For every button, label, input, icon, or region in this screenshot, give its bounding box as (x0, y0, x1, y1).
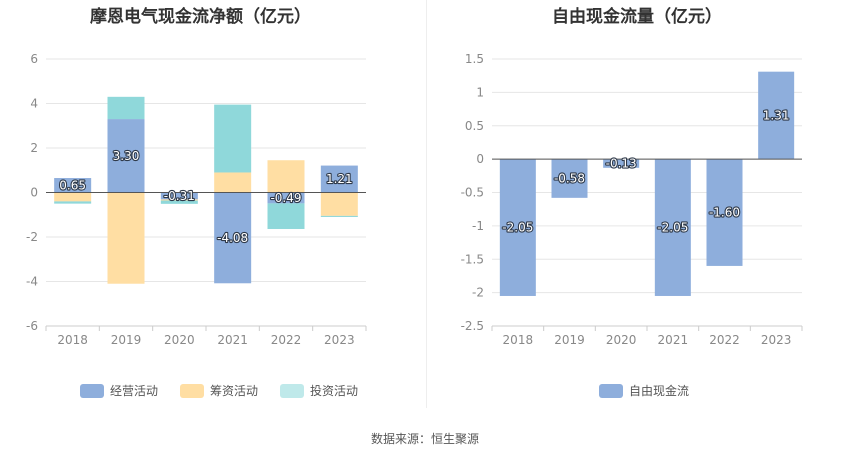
legend-swatch-investing (280, 383, 305, 398)
bar-自由现金流-2022 (706, 159, 743, 266)
bar-筹资活动-2022 (267, 160, 305, 193)
data-label: -2.05 (657, 221, 688, 235)
y-tick-label: -6 (26, 319, 38, 333)
legend-item-financing[interactable]: 筹资活动 (180, 382, 258, 399)
bar-自由现金流-2019 (551, 159, 588, 198)
bar-投资活动-2020 (160, 200, 198, 204)
data-label: -2.05 (502, 221, 533, 235)
legend-swatch-free-cash-flow (599, 383, 623, 398)
y-tick-label: 2 (30, 141, 38, 155)
y-tick-label: 1.5 (465, 52, 484, 66)
bar-投资活动-2018 (54, 201, 92, 204)
y-tick-label: 0 (30, 186, 38, 200)
x-tick-label-2021: 2021 (217, 333, 248, 347)
data-label: -0.58 (554, 171, 585, 185)
legend-left: 经营活动 筹资活动 投资活动 (80, 382, 358, 399)
x-tick-label-2023: 2023 (324, 333, 355, 347)
y-tick-label: -1 (472, 219, 484, 233)
x-tick-label-2020: 2020 (606, 333, 637, 347)
y-tick-label: 4 (30, 97, 38, 111)
y-tick-label: 0 (476, 152, 484, 166)
bar-经营活动-2020 (160, 192, 198, 200)
y-tick-label: 0.5 (465, 119, 484, 133)
y-tick-label: 6 (30, 52, 38, 66)
legend-label-operating: 经营活动 (110, 384, 159, 398)
data-label: -1.60 (709, 206, 740, 220)
data-label: -0.49 (270, 191, 301, 205)
x-tick-label-2022: 2022 (709, 333, 740, 347)
bar-自由现金流-2018 (499, 159, 536, 296)
bar-经营活动-2023 (320, 165, 358, 193)
x-tick-label-2019: 2019 (111, 333, 142, 347)
bar-经营活动-2019 (107, 119, 145, 193)
x-tick-label-2022: 2022 (271, 333, 302, 347)
data-label: 1.31 (763, 108, 790, 122)
bar-筹资活动-2023 (320, 192, 358, 216)
x-tick-label-2018: 2018 (503, 333, 534, 347)
free-cash-flow-chart: -2.5 -2 -1.5 -1 -0.5 0 0.5 1 1.5 2018 2019 2020 2021… (461, 52, 803, 347)
bar-自由现金流-2023 (758, 71, 795, 160)
data-label: -0.13 (606, 156, 637, 170)
legend-label-investing: 投资活动 (310, 384, 359, 398)
bar-投资活动-2022 (267, 203, 305, 229)
bar-自由现金流-2021 (654, 159, 691, 296)
legend-swatch-operating (80, 383, 104, 398)
data-label: 3.30 (113, 149, 140, 163)
source-note: 数据来源：恒生聚源 (370, 432, 479, 446)
data-label: 1.21 (326, 172, 353, 186)
bar-经营活动-2021 (214, 192, 252, 284)
bar-筹资活动-2020 (160, 199, 198, 201)
data-label: 0.65 (59, 178, 86, 192)
y-tick-label: -2.5 (461, 319, 484, 333)
x-tick-label-2023: 2023 (761, 333, 792, 347)
chart-title-right: 自由现金流量（亿元） (552, 7, 722, 27)
y-tick-label: 1 (476, 85, 484, 99)
bar-经营活动-2018 (54, 178, 92, 193)
legend-right: 自由现金流 (599, 382, 689, 399)
y-tick-label: -4 (26, 275, 38, 289)
y-tick-label: -1.5 (461, 252, 484, 266)
y-tick-label: -2 (26, 230, 38, 244)
cash-flow-net-chart: -6 -4 -2 0 2 4 6 2018 2019 2020 2021 2022 2023 0.65 3.… (26, 52, 367, 347)
data-label: -0.31 (164, 189, 195, 203)
legend-item-operating[interactable]: 经营活动 (80, 382, 158, 399)
data-label: -4.08 (217, 231, 248, 245)
bar-投资活动-2019 (107, 96, 145, 120)
y-tick-label: -0.5 (461, 186, 484, 200)
bar-经营活动-2022 (267, 192, 305, 204)
panel-divider (426, 0, 427, 408)
legend-swatch-financing (180, 383, 205, 398)
x-tick-label-2018: 2018 (57, 333, 88, 347)
y-tick-label: -2 (472, 286, 484, 300)
bar-筹资活动-2018 (54, 192, 92, 202)
bar-自由现金流-2020 (603, 159, 640, 168)
legend-item-investing[interactable]: 投资活动 (280, 382, 358, 399)
x-tick-label-2020: 2020 (164, 333, 195, 347)
chart-title-left: 摩恩电气现金流净额（亿元） (90, 7, 311, 27)
legend-label-free-cash-flow: 自由现金流 (629, 384, 690, 398)
bar-筹资活动-2021 (214, 172, 252, 193)
legend-item-free-cash-flow[interactable]: 自由现金流 (599, 382, 689, 399)
x-tick-label-2019: 2019 (554, 333, 585, 347)
x-tick-label-2021: 2021 (658, 333, 689, 347)
bar-投资活动-2023 (320, 215, 358, 217)
bar-投资活动-2021 (214, 104, 252, 173)
legend-label-financing: 筹资活动 (210, 384, 259, 398)
bar-筹资活动-2019 (107, 192, 145, 284)
